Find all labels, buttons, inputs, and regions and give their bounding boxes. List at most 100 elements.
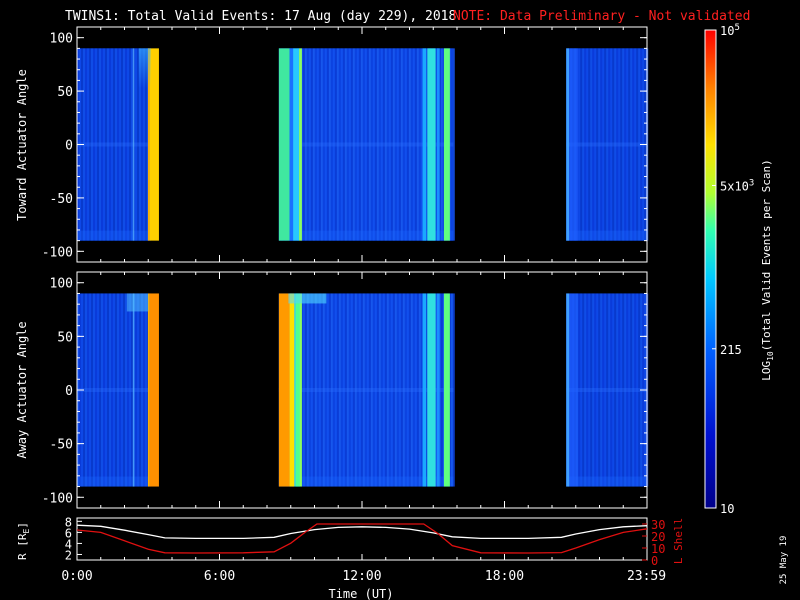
edge-band [77,230,150,241]
texture-stripe [414,48,417,241]
texture-stripe [614,48,617,241]
texture-stripe [622,48,625,241]
texture-stripe [376,48,379,241]
r-axis-label: R [RE] [16,522,31,560]
texture-stripe [396,293,399,487]
texture-stripe [402,293,405,487]
texture-stripe [119,293,121,487]
time-tick-label: 0:00 [61,569,92,584]
texture-stripe [582,293,585,487]
feature-column-5 [427,48,436,241]
texture-stripe [320,48,323,241]
texture-stripe [318,293,321,487]
texture-stripe [610,293,613,487]
feature-column-9 [295,293,300,487]
texture-stripe [344,293,347,487]
texture-stripe [308,48,311,241]
texture-stripe [402,48,405,241]
texture-stripe [384,293,387,487]
texture-stripe [368,293,371,487]
texture-stripe [440,48,443,241]
texture-stripe [580,293,583,487]
texture-stripe [596,293,599,487]
texture-stripe [332,293,335,487]
edge-band [278,230,454,241]
texture-stripe [416,293,419,487]
texture-stripe [358,293,361,487]
texture-stripe [105,293,107,487]
data-block-0 [77,293,151,487]
texture-stripe [380,293,383,487]
texture-stripe [636,293,639,487]
edge-band [77,476,150,487]
texture-stripe [302,293,305,487]
colorbar-tick-label: 105 [720,23,740,38]
texture-stripe [95,293,97,487]
texture-stripe [408,293,411,487]
time-tick-label: 12:00 [342,569,381,584]
texture-stripe [442,48,445,241]
texture-stripe [606,293,609,487]
texture-stripe [600,293,603,487]
r-label-main: R [R [16,533,29,560]
l-shell-label: L Shell [672,518,685,564]
texture-stripe [137,293,139,487]
texture-stripe [398,48,401,241]
away-actuator-panel: 100 50 0 -50 -100 [42,271,649,509]
l-shell-tick-label: 30 [651,518,665,532]
texture-stripe [304,293,307,487]
texture-stripe [360,48,363,241]
texture-stripe [346,48,349,241]
r-series-line [76,524,648,540]
r-label-sub: E [22,528,31,533]
haze [138,48,151,89]
texture-stripe [360,293,363,487]
texture-stripe [129,293,131,487]
texture-stripe [95,48,97,241]
texture-stripe [332,48,335,241]
feature-column-4 [422,48,427,241]
texture-stripe [139,293,141,487]
texture-stripe [420,48,423,241]
texture-stripe [85,48,87,241]
texture-stripe [340,293,343,487]
date-stamp: 25 May 19 [779,536,789,585]
texture-stripe [135,48,137,241]
texture-stripe [434,293,437,487]
texture-stripe [628,293,631,487]
texture-stripe [592,293,595,487]
texture-stripe [117,48,119,241]
l-shell-series-line [76,523,648,554]
texture-stripe [364,293,367,487]
texture-stripe [596,48,599,241]
texture-stripe [310,293,313,487]
texture-stripe [145,293,147,487]
texture-stripe [386,293,389,487]
texture-stripe [578,293,581,487]
texture-stripe [636,48,639,241]
texture-stripe [438,293,441,487]
data-block-3 [566,48,649,241]
texture-stripe [103,48,105,241]
texture-stripe [322,293,325,487]
texture-stripe [414,293,417,487]
texture-stripe [368,48,371,241]
texture-stripe [107,293,109,487]
texture-stripe [624,48,627,241]
l-shell-tick-label: 20 [651,530,665,544]
texture-stripe [127,48,129,241]
texture-stripe [326,293,329,487]
texture-stripe [141,293,143,487]
texture-stripe [620,48,623,241]
texture-stripe [314,48,317,241]
feature-column-4 [422,293,427,487]
block-edge-streak [566,48,570,241]
texture-stripe [342,48,345,241]
texture-stripe [450,48,453,241]
texture-stripe [328,293,331,487]
texture-stripe [598,48,601,241]
texture-stripe [452,293,455,487]
colorbar-label: LOG10(Total Valid Events per Scan) [760,159,775,381]
toward-actuator-angle-label: Toward Actuator Angle [15,69,29,221]
texture-stripe [89,48,91,241]
